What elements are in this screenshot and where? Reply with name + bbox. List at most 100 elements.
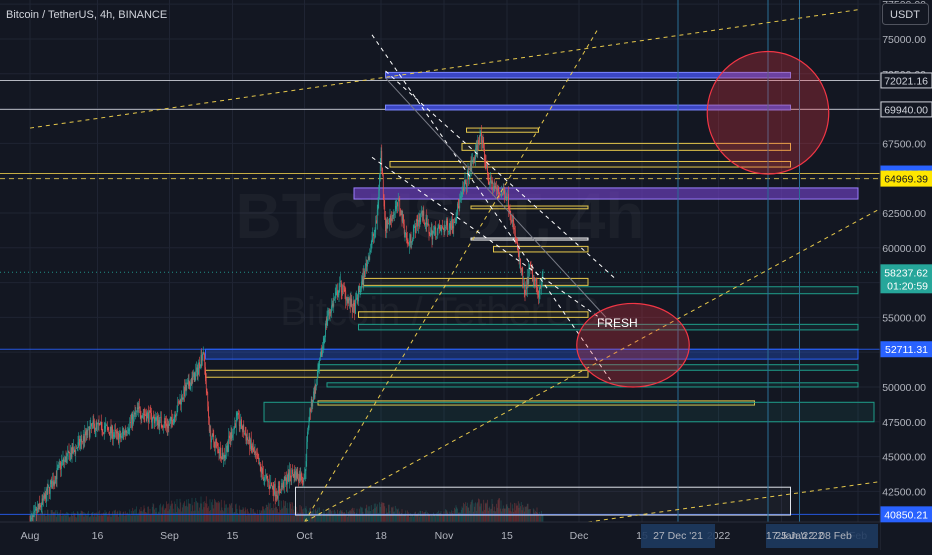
candle-body [285,477,287,481]
volume-bar [435,516,437,522]
time-axis[interactable]: Aug16Sep15Oct18Nov15Dec15202217Feb [0,521,880,550]
volume-bar [47,509,49,522]
candle-body [532,277,534,282]
price-label-bg [880,341,932,358]
volume-bar [160,503,161,522]
candle-body [516,239,518,242]
volume-bar [249,513,251,522]
candle-body [214,442,215,448]
volume-bar [230,503,232,522]
highlight-ellipses[interactable] [576,50,830,388]
candle-body [496,187,498,190]
volume-bar [122,512,124,522]
volume-bar [421,511,423,522]
volume-bar [279,500,281,522]
time-tick-label: Nov [435,530,454,542]
volume-bar [104,510,106,522]
volume-bar [172,503,173,522]
candle-body [67,453,68,457]
volume-bar [348,511,350,522]
candle-body [365,264,367,266]
candle-body [448,228,450,231]
volume-bar [197,502,199,522]
volume-bar [196,502,198,522]
volume-bar [301,509,303,522]
candle-body [421,211,422,214]
volume-bar [314,509,316,522]
volume-bar [74,513,76,522]
volume-bar [67,513,69,522]
candle-body [229,435,230,439]
volume-bar [169,509,170,522]
candle-body [42,498,44,501]
volume-bar [196,501,197,522]
volume-bar [84,512,86,522]
candle-body [78,438,80,443]
trend-line [29,9,859,129]
volume-bar [539,516,541,522]
candle-body [261,468,263,473]
volume-bar [478,499,480,522]
volume-bar [58,514,59,522]
volume-bar [50,510,52,522]
volume-bar [383,503,385,522]
candle-body [352,302,354,313]
volume-bar [343,511,345,522]
candle-body [218,452,220,454]
candle-body [481,133,482,143]
volume-bar [38,513,40,522]
candle-body [370,250,371,253]
volume-bar [204,501,206,522]
volume-bar [380,503,382,522]
candle-body [237,412,239,414]
zone-boxes[interactable] [205,71,875,516]
candle-body [47,486,49,494]
white-box [295,486,791,516]
volume-bar [433,513,435,522]
candle-body [247,437,248,441]
currency-badge[interactable]: USDT [882,3,932,25]
candle-body [109,432,110,436]
volume-bar [292,509,294,522]
candle-body [400,210,402,216]
price-label: 58237.62 [884,267,928,279]
volume-bar [141,511,143,522]
volume-bar [123,511,125,522]
volume-bar [79,513,81,522]
volume-bar [118,510,120,522]
candle-body [62,458,64,461]
candle-body [403,224,405,234]
candle-body [541,282,542,288]
candle-body [79,438,80,446]
price-labels: 72021.1669940.0065333.2864969.3958237.62… [880,72,932,523]
volume-bar [72,515,74,522]
candle-body [414,225,416,227]
candle-body [61,461,62,469]
volume-bar [81,510,83,522]
volume-bar [388,504,390,522]
candle-body [453,221,455,229]
candle-body [138,406,140,410]
volume-bar [165,508,167,522]
trend-lines[interactable] [29,9,881,523]
volume-bar [325,514,326,522]
candle-body [85,430,87,436]
candle-body [86,430,88,436]
candle-body [380,150,382,165]
candle-body [195,371,197,374]
candle-body [245,434,247,441]
candle-body [436,236,437,238]
candle-body [466,174,468,187]
volume-bar [133,511,134,522]
volume-bar [146,513,148,522]
candle-body [388,222,389,224]
volume-bar [477,502,479,522]
candle-body [253,451,255,453]
volume-bar [172,508,174,522]
candle-body [158,420,160,427]
candle-body [367,256,369,261]
candle-body [83,436,85,442]
candle-body [534,278,536,282]
